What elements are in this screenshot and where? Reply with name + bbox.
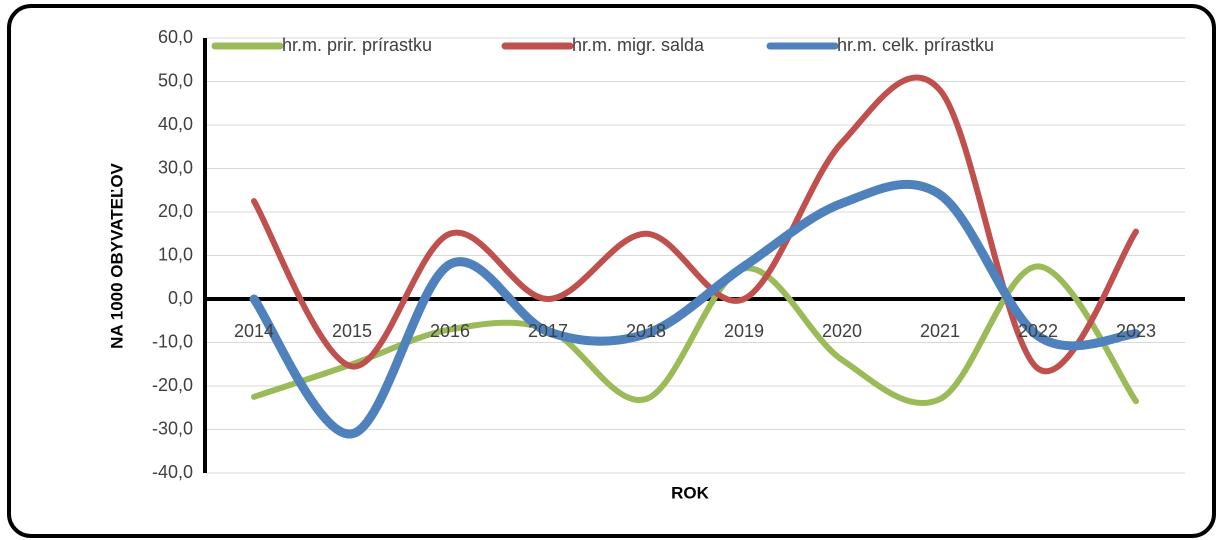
x-tick-label: 2020: [822, 321, 862, 341]
x-axis-title: ROK: [671, 483, 710, 502]
x-tick-label: 2018: [626, 321, 666, 341]
y-tick-label: 10,0: [158, 244, 193, 264]
y-tick-label: 30,0: [158, 157, 193, 177]
legend-label: hr.m. migr. salda: [572, 35, 705, 55]
x-tick-label: 2022: [1018, 321, 1058, 341]
y-tick-label: 50,0: [158, 70, 193, 90]
y-tick-label: 40,0: [158, 114, 193, 134]
legend-label: hr.m. prir. prírastku: [282, 35, 432, 55]
x-tick-label: 2016: [430, 321, 470, 341]
y-tick-label: -30,0: [152, 418, 193, 438]
y-tick-label: -10,0: [152, 331, 193, 351]
legend-label: hr.m. celk. prírastku: [837, 35, 994, 55]
x-tick-label: 2017: [528, 321, 568, 341]
y-tick-label: 20,0: [158, 201, 193, 221]
x-tick-label: 2014: [234, 321, 274, 341]
x-tick-label: 2023: [1116, 321, 1156, 341]
y-tick-label: 60,0: [158, 27, 193, 47]
series-line: [249, 179, 1141, 439]
y-tick-label: -40,0: [152, 462, 193, 482]
x-tick-label: 2021: [920, 321, 960, 341]
y-axis-title: NA 1000 OBYVATEĽOV: [107, 162, 126, 348]
y-tick-label: -20,0: [152, 375, 193, 395]
y-tick-label: 0,0: [168, 288, 193, 308]
x-tick-label: 2015: [332, 321, 372, 341]
x-tick-label: 2019: [724, 321, 764, 341]
